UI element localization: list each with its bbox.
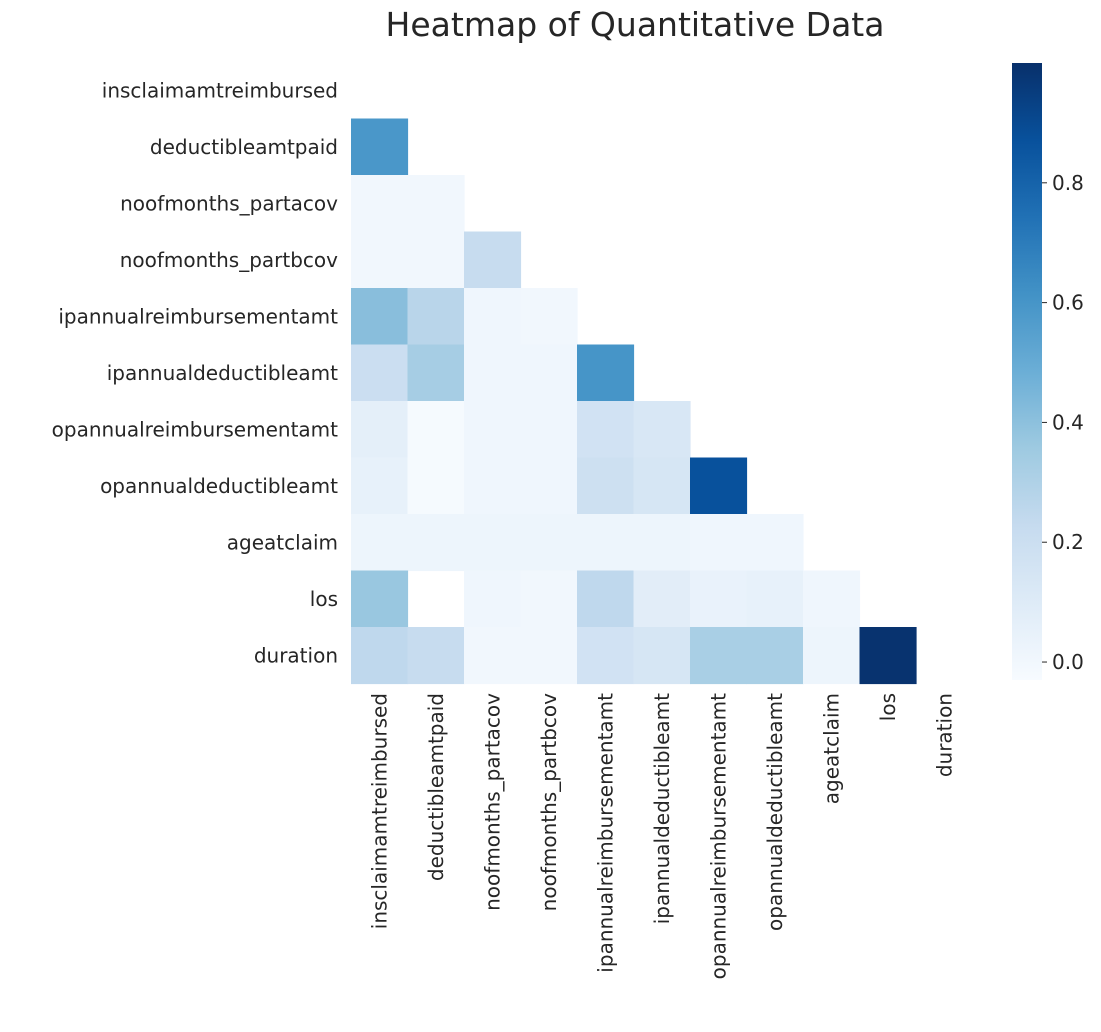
heatmap-cell-opannualreimbursementamt-deductibleamtpaid [407,401,465,459]
heatmap-cell-deductibleamtpaid-insclaimamtreimbursed [351,118,409,176]
heatmap-cell-duration-opannualdeductibleamt [746,627,804,685]
heatmap-cell-los-ipannualreimbursementamt [577,570,635,628]
heatmap-cell-noofmonths_partacov-insclaimamtreimbursed [351,175,409,233]
x-tick-label: opannualdeductibleamt [763,693,787,931]
x-tick-label: opannualreimbursementamt [706,693,730,980]
heatmap-cell-opannualreimbursementamt-noofmonths_partacov [464,401,522,459]
colorbar-tick-label: 0.0 [1052,650,1084,674]
y-tick-label: noofmonths_partbcov [120,248,338,272]
heatmap-cell-noofmonths_partacov-deductibleamtpaid [407,175,465,233]
heatmap-cell-los-opannualdeductibleamt [746,570,804,628]
heatmap-cell-noofmonths_partbcov-deductibleamtpaid [407,231,465,289]
y-tick-label: deductibleamtpaid [150,135,338,159]
heatmap-cell-ageatclaim-deductibleamtpaid [407,514,465,572]
heatmap-cell-ageatclaim-noofmonths_partacov [464,514,522,572]
heatmap-cell-ipannualdeductibleamt-deductibleamtpaid [407,344,465,402]
x-axis-tick-labels: insclaimamtreimbursed deductibleamtpaid no… [367,693,956,980]
heatmap-cell-ipannualreimbursementamt-noofmonths_partbcov [520,288,578,346]
heatmap-cell-los-ipannualdeductibleamt [633,570,691,628]
heatmap-cell-opannualdeductibleamt-noofmonths_partbcov [520,457,578,515]
heatmap-cell-ageatclaim-noofmonths_partbcov [520,514,578,572]
heatmap-cell-ipannualreimbursementamt-insclaimamtreimbursed [351,288,409,346]
heatmap-cell-duration-los [859,627,917,685]
y-tick-label: duration [254,643,338,667]
y-tick-label: opannualreimbursementamt [52,417,339,441]
y-axis-tick-labels: insclaimamtreimbursed deductibleamtpaid no… [52,78,339,667]
chart-title: Heatmap of Quantitative Data [386,5,885,44]
heatmap-cell-opannualdeductibleamt-opannualreimbursementamt [690,457,748,515]
y-tick-label: ipannualreimbursementamt [58,304,338,328]
heatmap-cell-duration-ageatclaim [803,627,861,685]
colorbar-tick-label: 0.4 [1052,410,1084,434]
y-tick-label: ipannualdeductibleamt [107,361,338,385]
colorbar-tick-label: 0.8 [1052,171,1084,195]
y-tick-label: noofmonths_partacov [120,191,338,215]
heatmap-cell-los-insclaimamtreimbursed [351,570,409,628]
colorbar: 0.0 0.2 0.4 0.6 0.8 [1012,63,1084,680]
heatmap-cell-ageatclaim-ipannualreimbursementamt [577,514,635,572]
colorbar-tick-label: 0.2 [1052,530,1084,554]
x-tick-label: los [876,693,900,721]
heatmap-cell-duration-noofmonths_partbcov [520,627,578,685]
heatmap-cell-ipannualdeductibleamt-noofmonths_partacov [464,344,522,402]
x-tick-label: deductibleamtpaid [424,693,448,881]
heatmap-cell-los-ageatclaim [803,570,861,628]
y-tick-label: insclaimamtreimbursed [102,78,338,102]
heatmap-cell-ageatclaim-opannualreimbursementamt [690,514,748,572]
heatmap-cell-ipannualdeductibleamt-ipannualreimbursementamt [577,344,635,402]
heatmap-cell-ipannualdeductibleamt-noofmonths_partbcov [520,344,578,402]
y-tick-label: ageatclaim [227,530,338,554]
heatmap-cell-ipannualdeductibleamt-insclaimamtreimbursed [351,344,409,402]
heatmap-cell-opannualreimbursementamt-insclaimamtreimbursed [351,401,409,459]
heatmap-cell-los-noofmonths_partacov [464,570,522,628]
x-tick-label: noofmonths_partacov [480,693,504,911]
colorbar-gradient [1012,63,1042,680]
heatmap-cell-ipannualreimbursementamt-noofmonths_partacov [464,288,522,346]
heatmap-cell-duration-noofmonths_partacov [464,627,522,685]
heatmap-cell-los-noofmonths_partbcov [520,570,578,628]
heatmap-cell-ageatclaim-insclaimamtreimbursed [351,514,409,572]
x-tick-label: ipannualreimbursementamt [593,693,617,973]
heatmap-cell-opannualreimbursementamt-noofmonths_partbcov [520,401,578,459]
heatmap-cells [351,118,917,685]
heatmap-cell-duration-ipannualreimbursementamt [577,627,635,685]
y-tick-label: los [310,587,338,611]
x-tick-label: insclaimamtreimbursed [367,693,391,929]
heatmap-cell-duration-opannualreimbursementamt [690,627,748,685]
heatmap-cell-noofmonths_partbcov-insclaimamtreimbursed [351,231,409,289]
heatmap-cell-los-opannualreimbursementamt [690,570,748,628]
heatmap-cell-opannualdeductibleamt-noofmonths_partacov [464,457,522,515]
heatmap-cell-duration-insclaimamtreimbursed [351,627,409,685]
heatmap-cell-opannualreimbursementamt-ipannualreimbursementamt [577,401,635,459]
heatmap-cell-duration-deductibleamtpaid [407,627,465,685]
heatmap-cell-ageatclaim-opannualdeductibleamt [746,514,804,572]
x-tick-label: ageatclaim [819,693,843,804]
heatmap-cell-opannualdeductibleamt-ipannualreimbursementamt [577,457,635,515]
heatmap-cell-opannualdeductibleamt-insclaimamtreimbursed [351,457,409,515]
heatmap-cell-ageatclaim-ipannualdeductibleamt [633,514,691,572]
x-tick-label: noofmonths_partbcov [537,693,561,911]
y-tick-label: opannualdeductibleamt [100,474,338,498]
x-tick-label: ipannualdeductibleamt [650,693,674,924]
heatmap-cell-ipannualreimbursementamt-deductibleamtpaid [407,288,465,346]
heatmap-cell-opannualdeductibleamt-deductibleamtpaid [407,457,465,515]
heatmap-cell-opannualdeductibleamt-ipannualdeductibleamt [633,457,691,515]
colorbar-tick-label: 0.6 [1052,291,1084,315]
heatmap-cell-opannualreimbursementamt-ipannualdeductibleamt [633,401,691,459]
x-tick-label: duration [932,693,956,777]
heatmap-cell-noofmonths_partbcov-noofmonths_partacov [464,231,522,289]
heatmap-cell-duration-ipannualdeductibleamt [633,627,691,685]
